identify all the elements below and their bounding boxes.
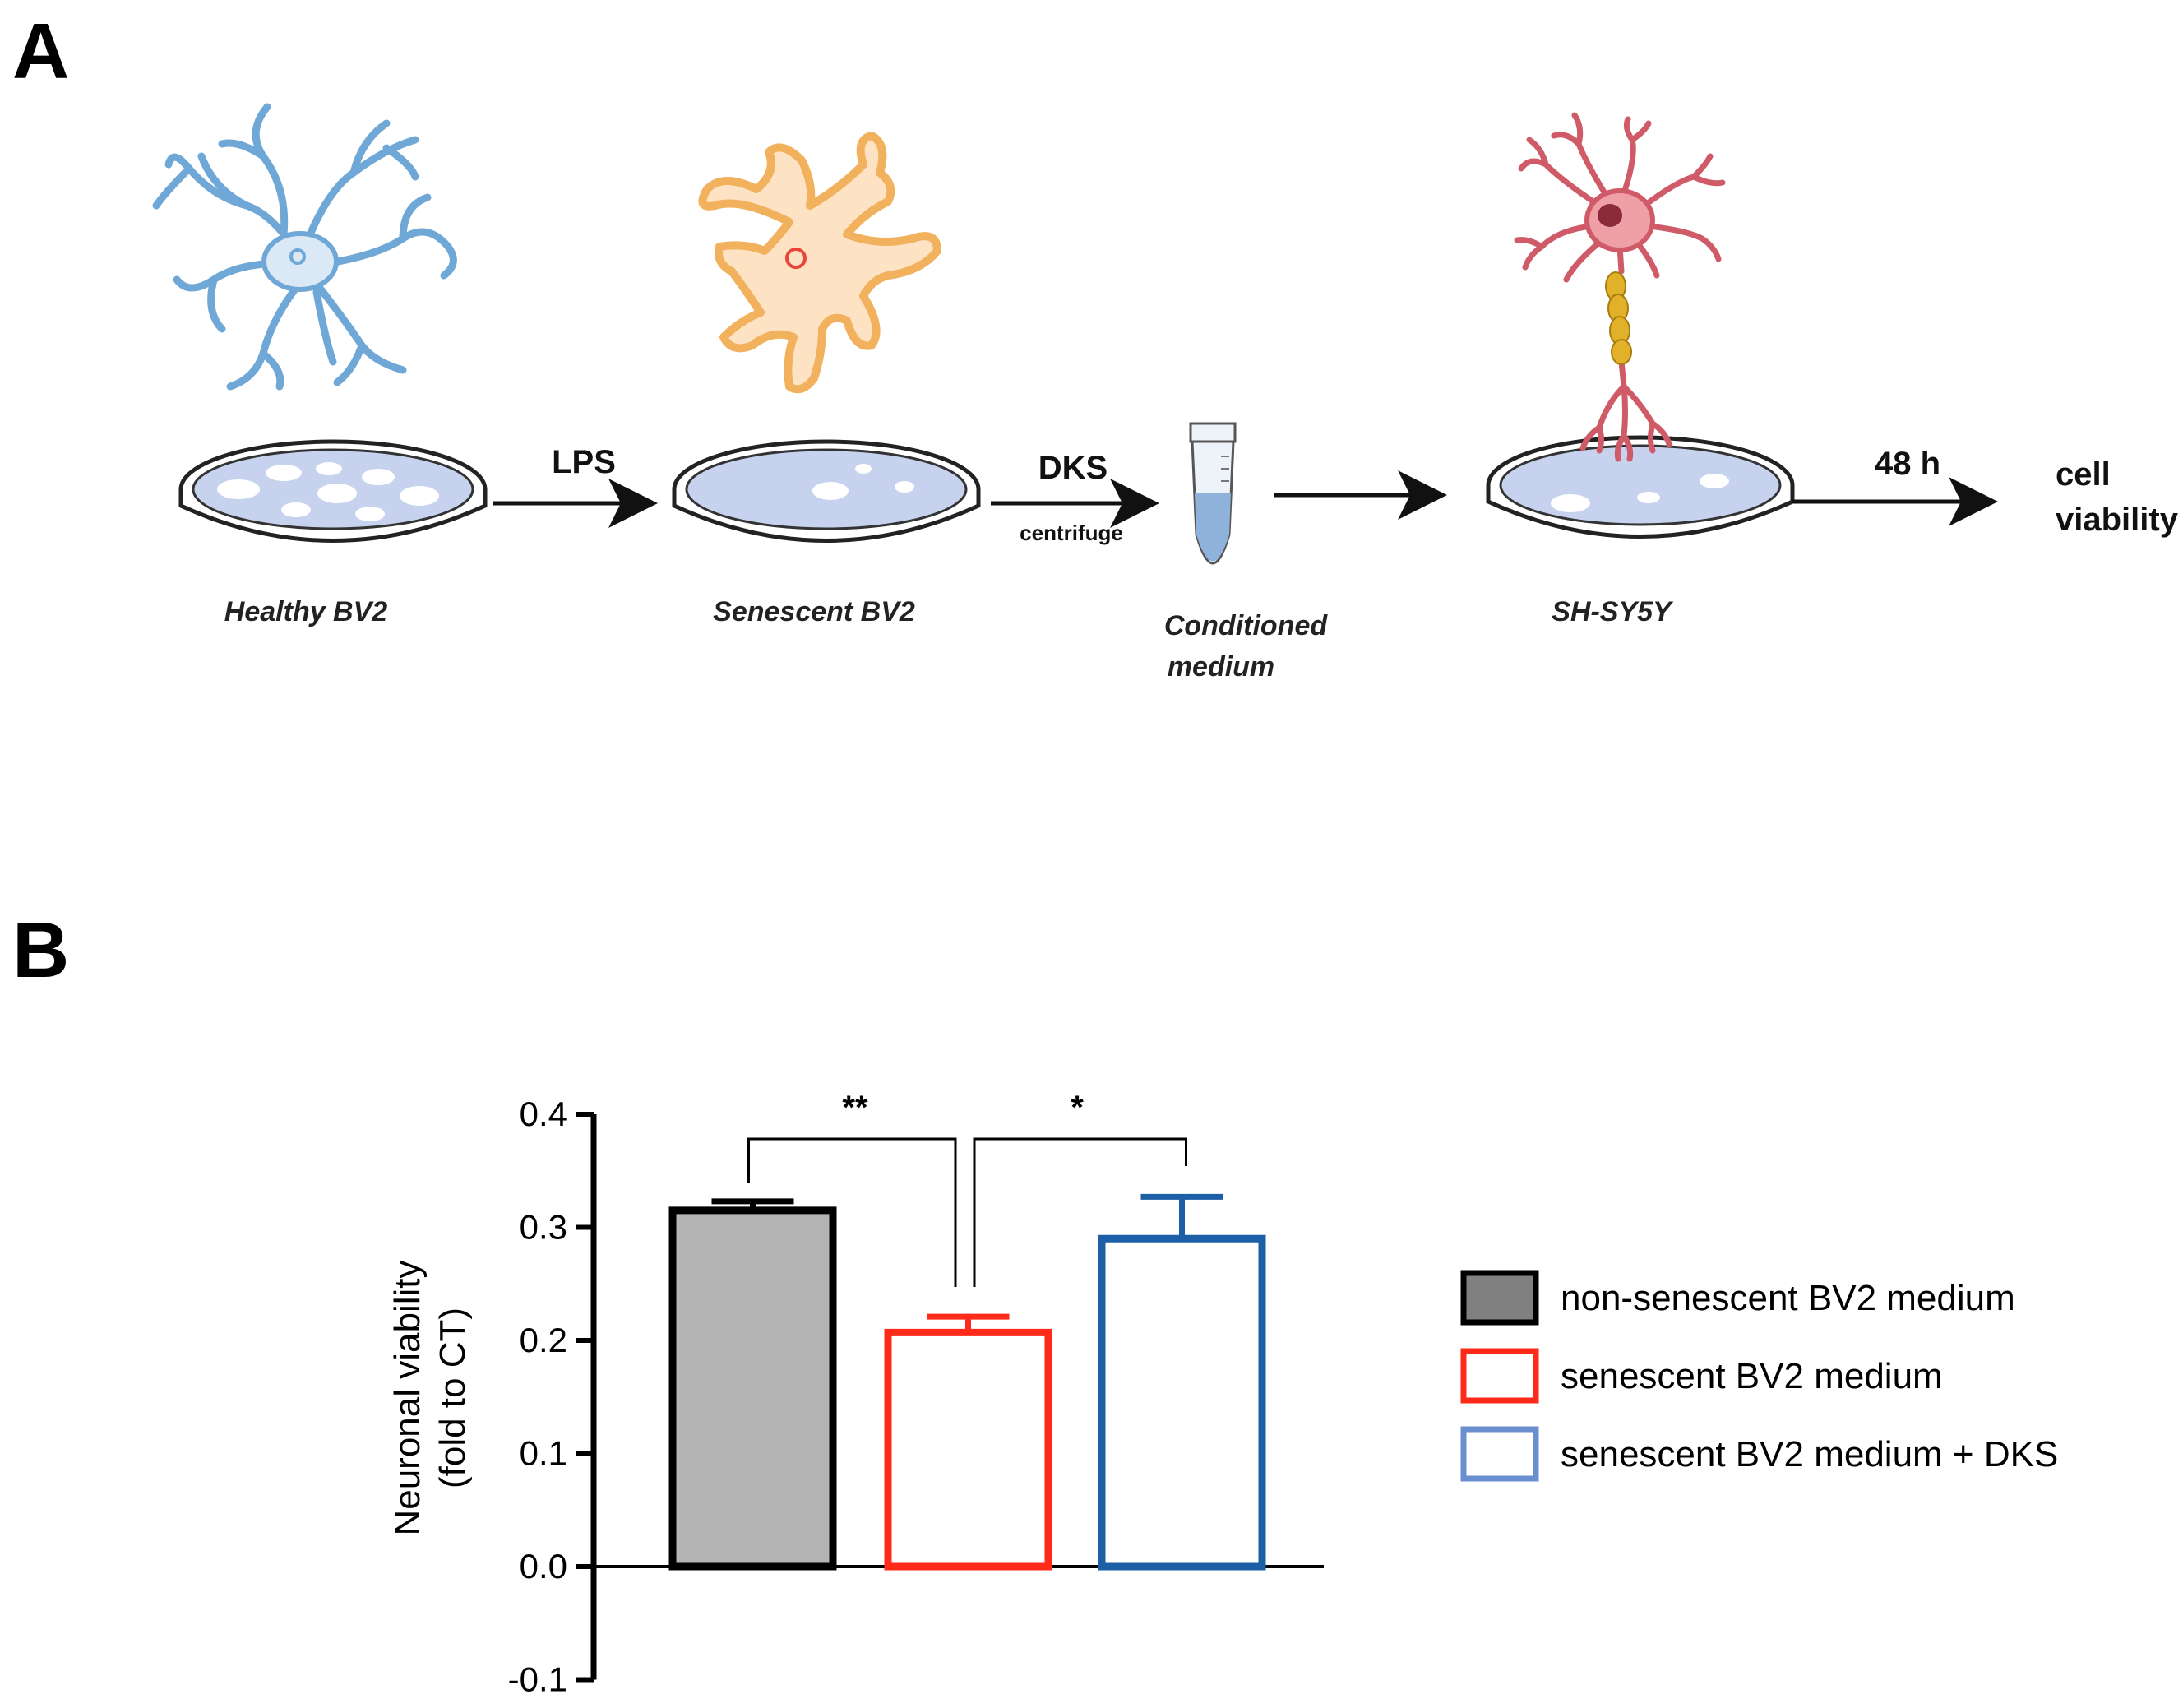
legend-label: senescent BV2 medium + DKS — [1561, 1434, 2058, 1474]
conditioned-label-2: medium — [1168, 651, 1274, 683]
centrifuge-label: centrifuge — [1020, 521, 1123, 545]
outcome-label-1: cell — [2056, 456, 2111, 493]
y-axis-label-line1: Neuronal viability — [387, 1260, 428, 1535]
dish-shsy5y — [1486, 435, 1795, 539]
legend-swatch — [1460, 1426, 1539, 1482]
outcome-label-2: viability — [2056, 502, 2179, 538]
myelin-sheath — [1605, 271, 1632, 365]
significance-label-1: ** — [842, 1090, 868, 1126]
bar — [1098, 1234, 1266, 1571]
bracket-1 — [747, 1137, 957, 1287]
y-tick-label: 0.1 — [520, 1434, 567, 1473]
y-tick-label: 0.3 — [520, 1208, 567, 1247]
bar — [668, 1206, 837, 1571]
y-tick-label: 0.0 — [520, 1547, 567, 1585]
bar-chart: 0.40.30.20.10.0-0.1** * — [508, 1090, 1324, 1699]
panel-b-letter: B — [12, 906, 69, 994]
conditioned-label-1: Conditioned — [1164, 610, 1329, 641]
legend: non-senescent BV2 medium senescent BV2 me… — [1460, 1270, 2058, 1482]
panel-a-letter: A — [12, 7, 69, 95]
legend-label: senescent BV2 medium — [1561, 1356, 1943, 1396]
y-tick-label: 0.4 — [520, 1095, 567, 1133]
tube-icon — [1189, 422, 1237, 565]
shsy5y-label: SH-SY5Y — [1552, 596, 1674, 627]
legend-swatch — [1460, 1270, 1539, 1326]
time-label: 48 h — [1875, 446, 1940, 482]
senescent-microglia-icon — [698, 132, 941, 394]
y-axis-label-line2: (fold to CT) — [432, 1308, 473, 1488]
healthy-microglia-nucleus — [289, 248, 306, 265]
panel-a: A — [12, 7, 2179, 683]
dks-label: DKS — [1038, 450, 1108, 486]
senescent-bv2-label: Senescent BV2 — [713, 596, 915, 627]
bracket-2 — [973, 1137, 1187, 1287]
legend-label: non-senescent BV2 medium — [1561, 1278, 2015, 1318]
panel-b: B 0.40.30.20.10.0-0.1** * Neuronal viabil… — [12, 906, 2058, 1699]
bar — [884, 1328, 1052, 1571]
lps-label: LPS — [552, 444, 616, 480]
senescent-microglia-nucleus — [785, 248, 807, 269]
healthy-microglia-icon — [152, 103, 457, 391]
y-tick-label: 0.2 — [520, 1321, 567, 1359]
y-tick-label: -0.1 — [508, 1660, 567, 1699]
significance-label-2: * — [1071, 1090, 1084, 1126]
dish-healthy — [178, 439, 488, 543]
healthy-bv2-label: Healthy BV2 — [224, 596, 387, 627]
neuron-nucleus — [1598, 204, 1622, 227]
dish-senescent — [672, 439, 981, 543]
legend-swatch — [1460, 1348, 1539, 1404]
